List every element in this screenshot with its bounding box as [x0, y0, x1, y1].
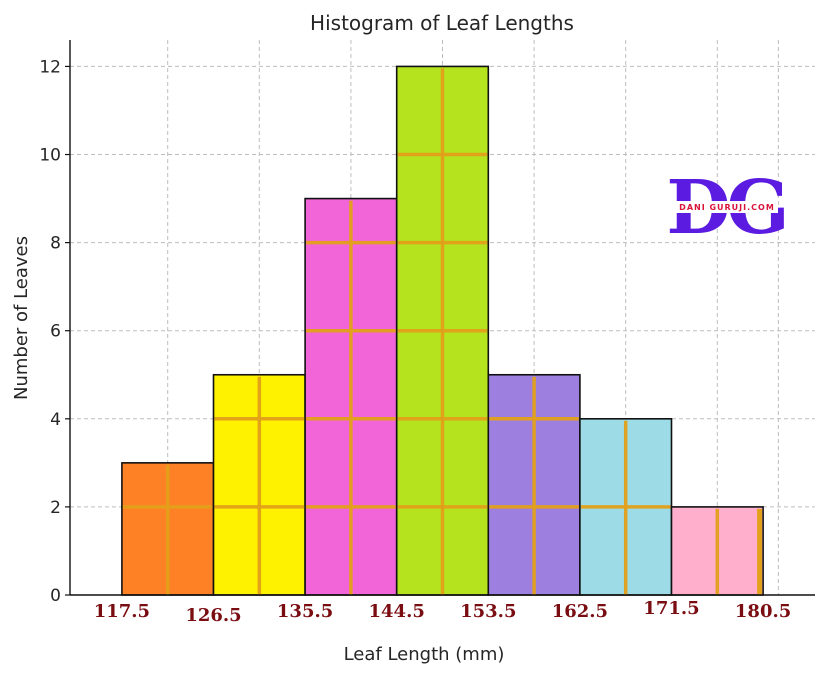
y-tick-label: 8: [50, 234, 61, 254]
watermark-text: DANI GURUJI.COM: [679, 203, 775, 212]
x-tick-label: 144.5: [369, 601, 425, 622]
x-tick-label: 180.5: [735, 601, 791, 622]
watermark-logo: DG DANI GURUJI.COM: [666, 165, 789, 251]
y-tick-label: 10: [39, 146, 61, 166]
watermark-band: [676, 201, 778, 213]
y-tick-label: 0: [50, 586, 61, 606]
y-tick-label: 12: [39, 57, 61, 77]
x-tick-label: 135.5: [277, 601, 333, 622]
overlay-layer: [122, 68, 763, 595]
y-ticks: 0 2 4 6 8 10 12: [39, 57, 70, 606]
x-ticks: 117.5 126.5 135.5 144.5 153.5 162.5 171.5 180.5: [94, 598, 792, 626]
overlay-edge-strip: [757, 508, 763, 595]
y-axis-label: Number of Leaves: [11, 236, 32, 400]
y-tick-label: 2: [50, 498, 61, 518]
y-tick-label: 6: [50, 322, 61, 342]
y-tick-label: 4: [50, 410, 61, 430]
x-tick-label: 162.5: [552, 601, 608, 622]
x-axis-label: Leaf Length (mm): [344, 644, 505, 665]
x-tick-label: 153.5: [460, 601, 516, 622]
x-tick-label: 117.5: [94, 601, 150, 622]
axes-spines: [69, 40, 815, 596]
x-tick-label: 126.5: [185, 605, 241, 626]
x-tick-label: 171.5: [643, 598, 699, 619]
chart-title: Histogram of Leaf Lengths: [310, 11, 574, 35]
